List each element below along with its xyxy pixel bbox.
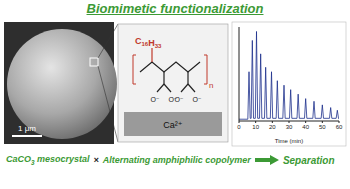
- svg-text:10: 10: [252, 124, 259, 130]
- svg-text:40: 40: [302, 124, 309, 130]
- svg-text:O⁻: O⁻: [192, 96, 201, 103]
- svg-text:1 μm: 1 μm: [18, 124, 36, 133]
- svg-text:Ca²⁺: Ca²⁺: [163, 120, 183, 130]
- svg-text:0: 0: [237, 124, 241, 130]
- svg-text:30: 30: [286, 124, 293, 130]
- html-text:CaCO3mesocrystal × Alternating: CaCO3mesocrystal × Alternating amphiphil…: [6, 154, 251, 166]
- html-text:Biomimetic functionalization: Biomimetic functionalization: [86, 1, 264, 16]
- svg-text:O⁻: O⁻: [150, 96, 159, 103]
- svg-text:n: n: [209, 81, 213, 90]
- html-text:Separation: Separation: [282, 154, 335, 166]
- svg-text:O⁻: O⁻: [174, 96, 183, 103]
- svg-text:Time (min): Time (min): [275, 138, 303, 144]
- svg-text:60: 60: [336, 124, 342, 130]
- svg-text:C16H33: C16H33: [135, 36, 162, 49]
- svg-text:20: 20: [269, 124, 276, 130]
- svg-text:O⁻: O⁻: [168, 96, 178, 103]
- svg-text:50: 50: [319, 124, 326, 130]
